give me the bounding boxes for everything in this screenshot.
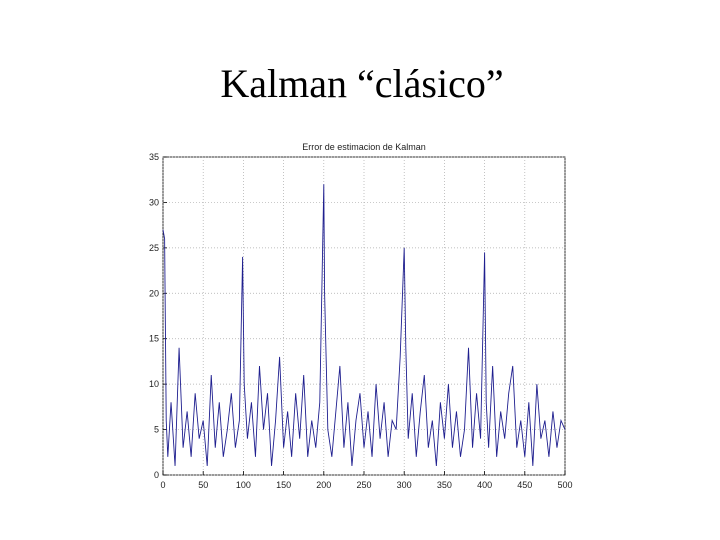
slide-title: Kalman “clásico”: [220, 61, 503, 106]
y-tick-label: 35: [149, 152, 159, 162]
x-tick-label: 150: [276, 480, 291, 490]
y-tick-label: 5: [154, 425, 159, 435]
y-tick-label: 10: [149, 379, 159, 389]
data-line: [162, 184, 566, 466]
y-tick-label: 20: [149, 288, 159, 298]
chart-title: Error de estimacion de Kalman: [302, 142, 426, 152]
x-tick-label: 500: [557, 480, 572, 490]
x-tick-label: 400: [477, 480, 492, 490]
y-tick-label: 0: [154, 470, 159, 480]
x-tick-label: 200: [316, 480, 331, 490]
y-tick-label: 15: [149, 334, 159, 344]
x-tick-label: 300: [397, 480, 412, 490]
x-tick-label: 350: [437, 480, 452, 490]
x-tick-label: 0: [160, 480, 165, 490]
x-tick-label: 100: [236, 480, 251, 490]
y-tick-label: 30: [149, 197, 159, 207]
x-tick-label: 250: [356, 480, 371, 490]
x-tick-label: 450: [517, 480, 532, 490]
x-tick-label: 50: [198, 480, 208, 490]
y-tick-label: 25: [149, 243, 159, 253]
